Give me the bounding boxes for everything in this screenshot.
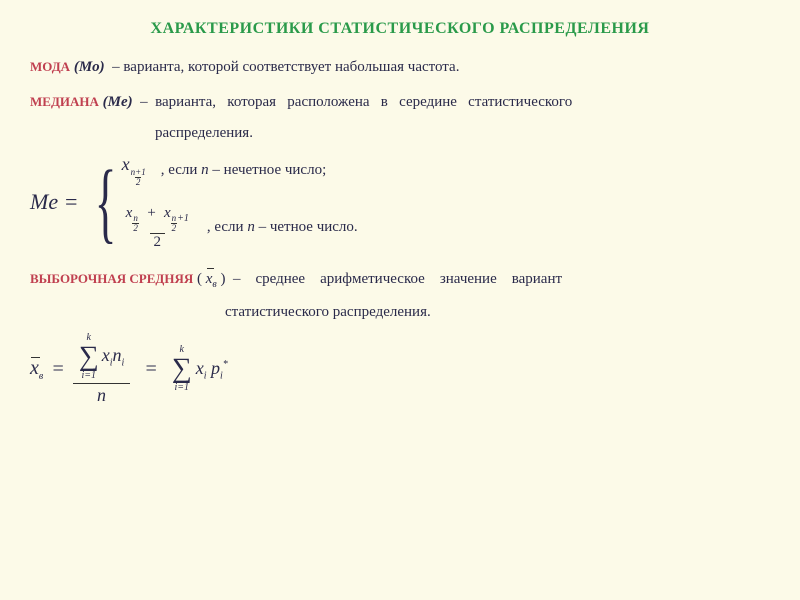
eq-2: =: [144, 358, 158, 381]
mode-symbol: (Mo): [74, 59, 105, 75]
n-var: n: [201, 162, 209, 178]
i-sub-3: i: [204, 370, 207, 381]
pi: p: [211, 358, 220, 378]
denom-2: 2: [150, 233, 166, 251]
sub-np1-over-2: n+12: [130, 168, 147, 187]
median-definition-cont: распределения.: [30, 125, 770, 142]
case1-suffix: – нечетное число;: [209, 162, 327, 178]
star: *: [223, 359, 228, 370]
median-me-label: Me =: [30, 189, 78, 215]
mean-term: ВЫБОРОЧНАЯ СРЕДНЯЯ: [30, 271, 193, 286]
mean-symbol-close: ): [220, 271, 225, 287]
median-formula: Me = { xn+12 , если n – нечетное число; …: [30, 154, 770, 250]
median-definition: – варианта, которая расположена в середи…: [136, 94, 572, 110]
median-symbol: (Me): [103, 94, 133, 110]
sigma-2: k ∑ i=1: [172, 345, 192, 393]
i-sub-4: i: [220, 370, 223, 381]
x-var-2: x: [126, 205, 133, 221]
denom-n: n: [73, 383, 131, 408]
mode-definition: – варианта, которой соответствует наболь…: [112, 59, 459, 75]
page-title: ХАРАКТЕРИСТИКИ СТАТИСТИЧЕСКОГО РАСПРЕДЕЛ…: [30, 20, 770, 38]
mean-sum-rhs: k ∑ i=1 xi pi*: [172, 345, 228, 393]
mean-definition: – среднее арифметическое значение вариан…: [229, 271, 562, 287]
mean-formula: xв = k ∑ i=1 xini n = k ∑ i=1 xi pi*: [30, 331, 770, 408]
case2-prefix: , если: [207, 219, 247, 235]
xbar-lhs: xв: [30, 357, 43, 382]
eq-1: =: [51, 358, 65, 381]
case1-prefix: , если: [161, 162, 201, 178]
median-term: МЕДИАНА: [30, 94, 99, 109]
xi-2: x: [196, 358, 204, 378]
mode-row: МОДА (Mo) – варианта, которой соответств…: [30, 56, 770, 79]
case2-suffix: – четное число.: [255, 219, 358, 235]
even-fraction: xn2 + xn2+1 2: [122, 205, 193, 251]
sigma-1: k ∑ i=1: [79, 333, 99, 381]
n-var-2: n: [247, 219, 255, 235]
mode-term: МОДА: [30, 59, 70, 74]
median-cases: xn+12 , если n – нечетное число; xn2 + x…: [122, 154, 358, 250]
brace-icon: {: [95, 162, 117, 243]
x-var-3: x: [164, 205, 171, 221]
plus-one: +1: [177, 213, 189, 224]
mean-fraction: k ∑ i=1 xini n: [73, 331, 131, 408]
x-var: x: [122, 154, 130, 174]
xi: x: [102, 345, 110, 365]
median-case-even: xn2 + xn2+1 2 , если n – четное число.: [122, 205, 358, 251]
mean-symbol-open: (: [197, 271, 202, 287]
i-sub-2: i: [121, 357, 124, 368]
mean-definition-cont: статистического распределения.: [30, 304, 770, 321]
mean-row: ВЫБОРОЧНАЯ СРЕДНЯЯ ( xв ) – среднее ариф…: [30, 268, 770, 292]
sub-n-over-2: n2: [132, 214, 139, 233]
median-row: МЕДИАНА (Me) – варианта, которая располо…: [30, 91, 770, 114]
median-case-odd: xn+12 , если n – нечетное число;: [122, 154, 358, 187]
xbar-symbol: xв: [206, 268, 217, 292]
